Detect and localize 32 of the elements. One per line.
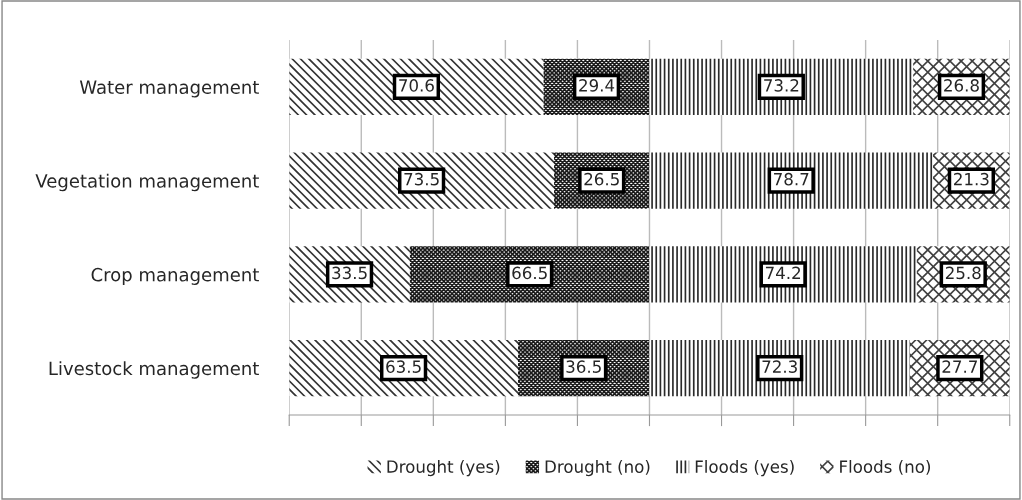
data-label: 26.8 — [944, 79, 979, 92]
data-label: 25.8 — [945, 266, 981, 280]
bar — [649, 152, 933, 209]
bar — [649, 246, 917, 303]
data-label: 72.3 — [762, 360, 797, 373]
y-tick-label: Crop management — [91, 267, 259, 285]
data-label: 70.6 — [399, 79, 434, 92]
data-label: 26.5 — [584, 172, 619, 186]
data-label: 74.2 — [765, 266, 801, 279]
y-tick-label: Water management — [79, 80, 259, 98]
bar — [649, 58, 914, 115]
y-tick-label: Livestock management — [49, 361, 259, 379]
data-label: 29.4 — [579, 79, 615, 92]
legend-label: Drought (yes) — [387, 460, 500, 477]
data-label: 21.3 — [954, 172, 989, 186]
legend-label: Floods (yes) — [695, 460, 794, 477]
data-label: 66.5 — [512, 266, 547, 280]
data-label: 73.5 — [404, 172, 439, 186]
data-label: 63.5 — [386, 360, 421, 373]
bar — [649, 340, 910, 397]
legend-label: Drought (no) — [545, 460, 650, 477]
y-tick-label: Vegetation management — [35, 173, 259, 192]
data-label: 78.7 — [774, 172, 809, 186]
data-label: 33.5 — [332, 266, 367, 280]
data-label: 27.7 — [942, 360, 977, 373]
data-label: 73.2 — [764, 79, 799, 92]
legend-label: Floods (no) — [840, 460, 930, 475]
bar — [289, 152, 555, 209]
bar — [289, 340, 518, 397]
data-label: 36.5 — [566, 360, 601, 373]
bar — [409, 246, 650, 303]
bar — [289, 58, 544, 115]
